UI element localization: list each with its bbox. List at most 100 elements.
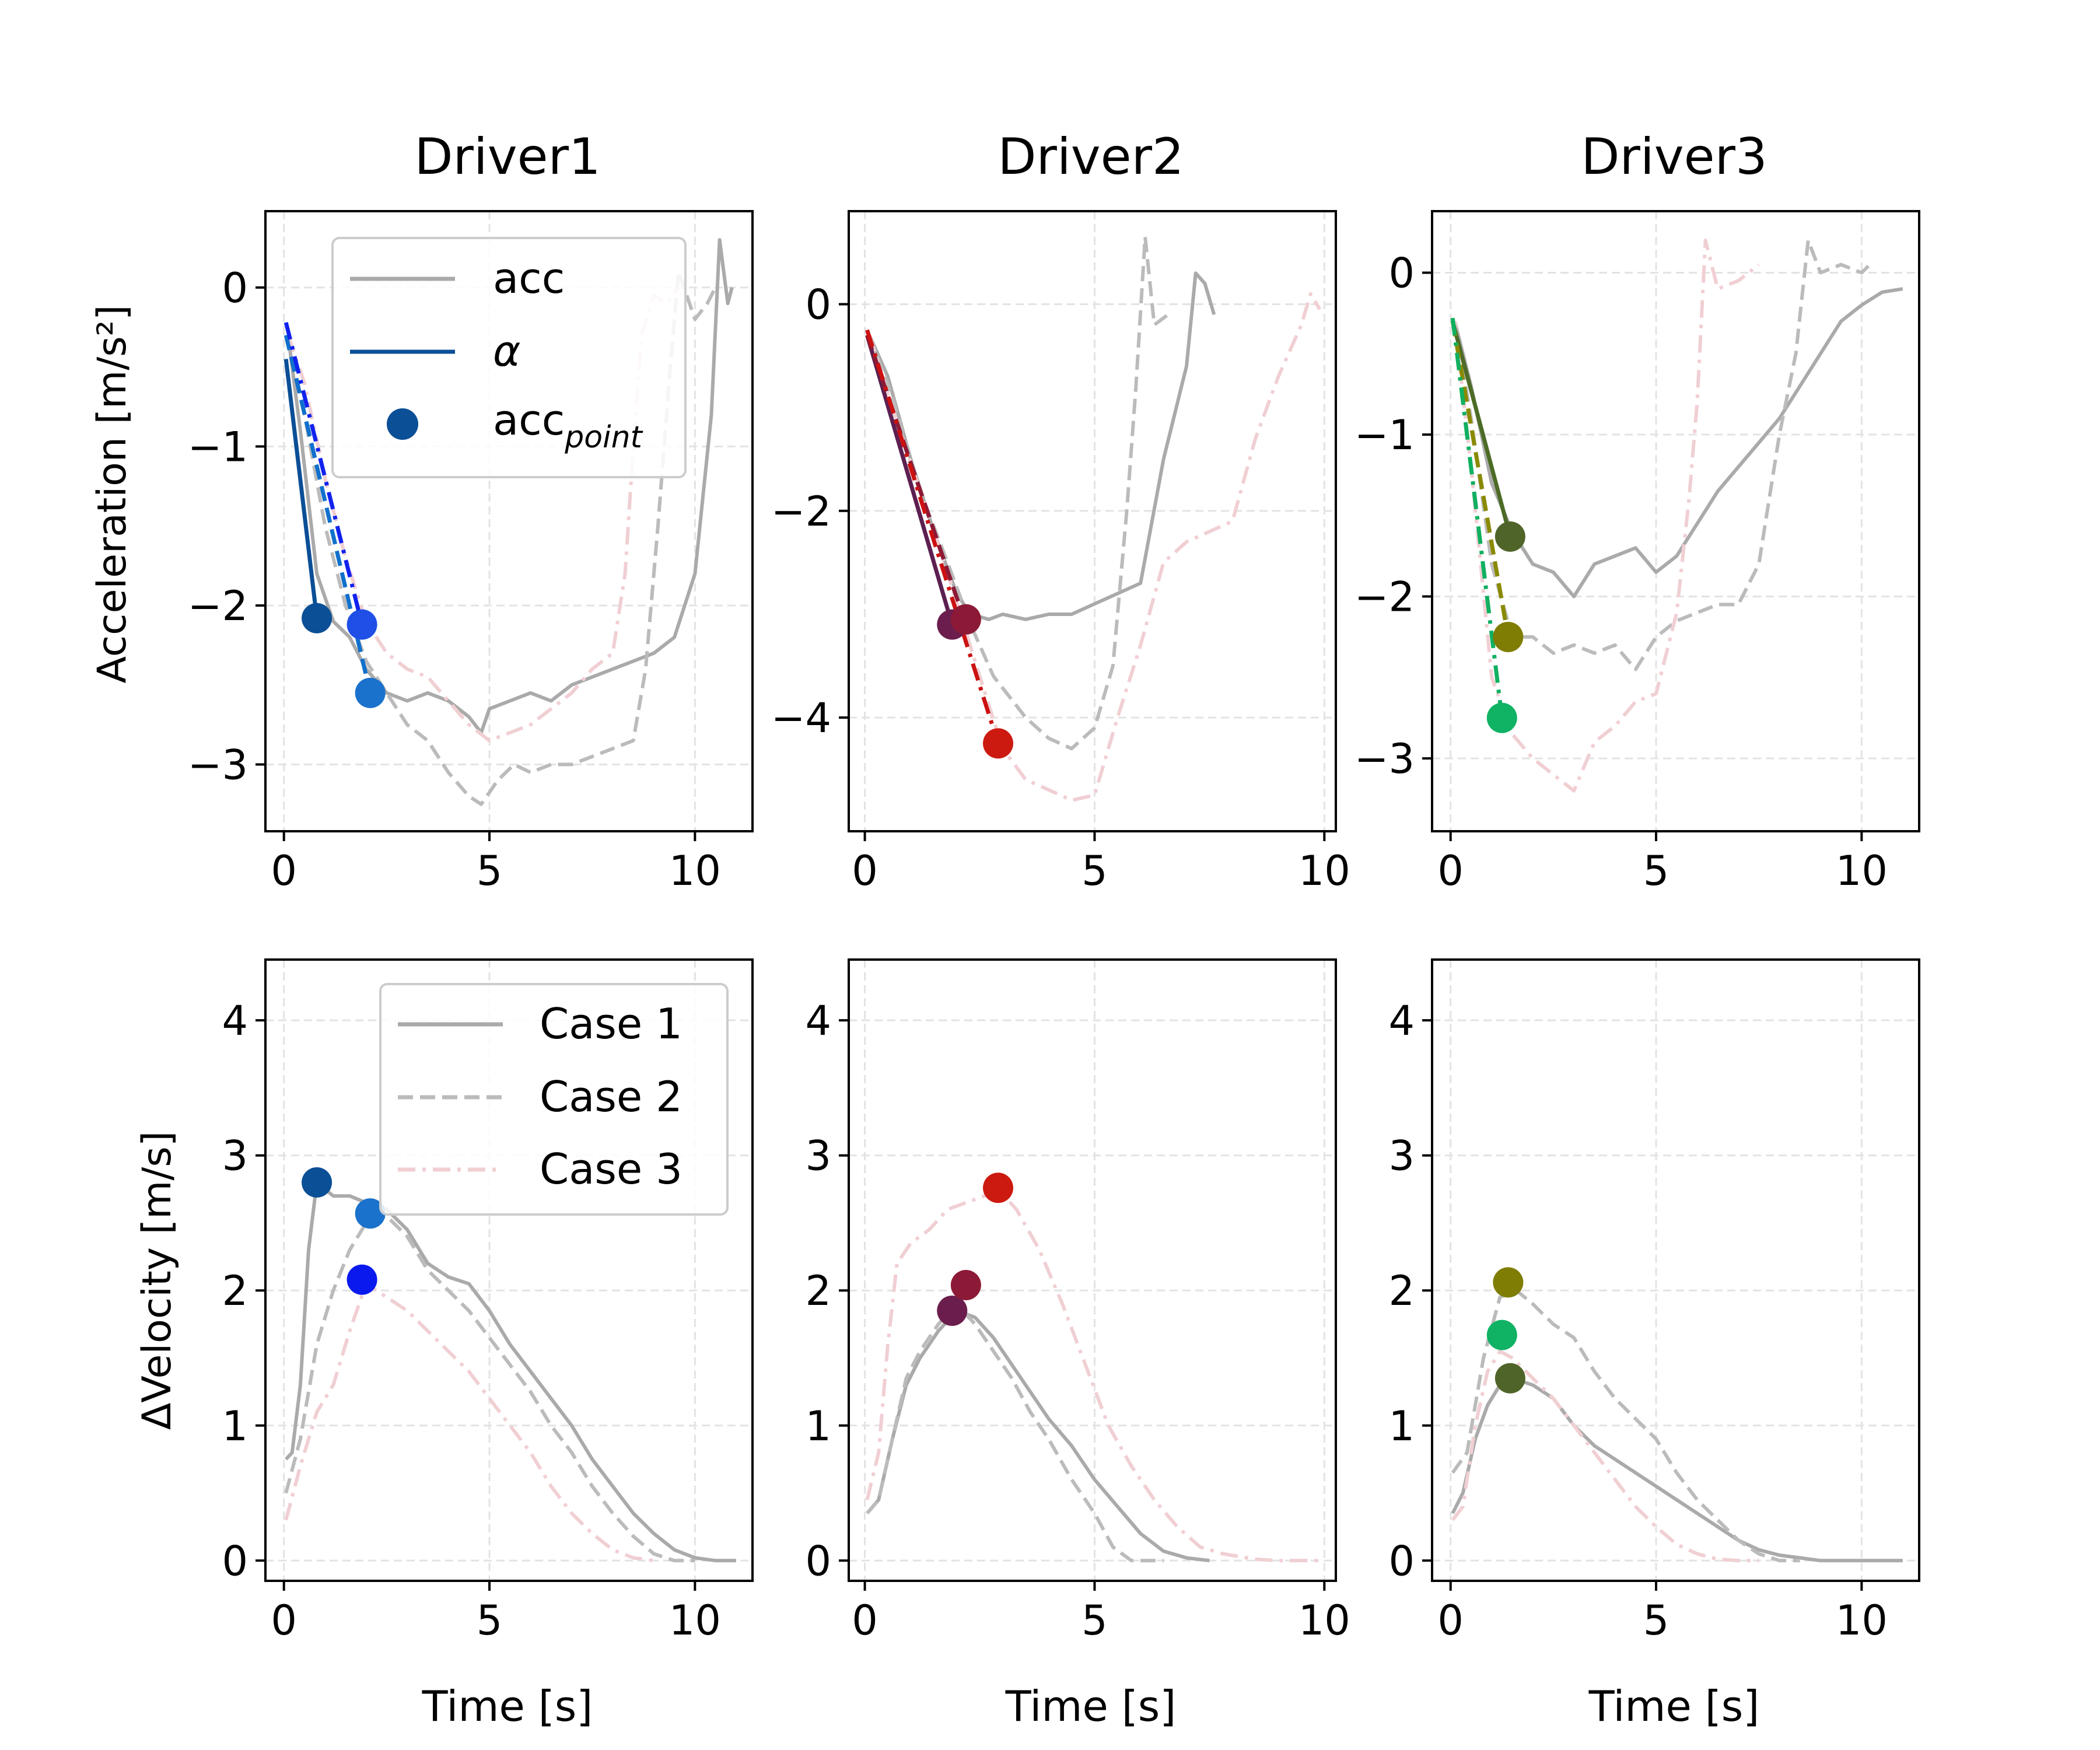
series-line bbox=[286, 286, 680, 743]
y-tick-label: 2 bbox=[222, 1267, 248, 1315]
y-tick-label: 2 bbox=[1388, 1267, 1415, 1315]
x-tick-label: 5 bbox=[1082, 847, 1108, 895]
series-line bbox=[1452, 239, 1760, 793]
panel-driver3-velocity: 0 5 10 0 1 2 3 4 bbox=[1388, 958, 1920, 1644]
y-tick-label: −3 bbox=[1354, 735, 1415, 783]
series-line bbox=[284, 334, 373, 694]
series-line bbox=[1451, 1349, 1759, 1563]
y-tick-label: −2 bbox=[1354, 573, 1415, 621]
x-tick-label: 10 bbox=[1836, 847, 1888, 895]
series-line bbox=[284, 359, 319, 619]
legend-label-case3: Case 3 bbox=[540, 1144, 682, 1194]
series-line bbox=[1451, 1376, 1903, 1563]
xlabel-driver3: Time [s] bbox=[1588, 1682, 1760, 1731]
acc-point-marker bbox=[1493, 621, 1524, 652]
series-line bbox=[865, 329, 1000, 744]
axes-frame bbox=[1431, 210, 1920, 832]
y-tick-label: 0 bbox=[1388, 249, 1415, 297]
series-line bbox=[1452, 239, 1871, 671]
y-tick-label: 1 bbox=[805, 1402, 831, 1450]
series-line bbox=[1450, 321, 1510, 638]
xlabel-driver2: Time [s] bbox=[1005, 1682, 1177, 1731]
acc-point-marker bbox=[1486, 702, 1517, 733]
legend-velocity: Case 1 Case 2 Case 3 bbox=[379, 983, 729, 1216]
axes-frame bbox=[848, 210, 1337, 832]
y-tick-label: 3 bbox=[222, 1132, 248, 1180]
x-tick-label: 5 bbox=[1643, 847, 1670, 895]
series-line bbox=[865, 1187, 1325, 1563]
y-tick-label: 1 bbox=[1388, 1402, 1415, 1450]
y-tick-label: 4 bbox=[805, 997, 831, 1045]
y-tick-label: 2 bbox=[805, 1267, 831, 1315]
y-tick-label: −1 bbox=[1354, 411, 1415, 459]
panel-driver2-acceleration: 0 5 10 0 −2 −4 bbox=[771, 210, 1350, 895]
series-group bbox=[1450, 239, 1903, 793]
panel-driver1-acceleration: 0 5 10 0 −1 −2 −3 bbox=[188, 210, 754, 895]
axes-frame bbox=[848, 958, 1337, 1582]
acc-point-marker bbox=[983, 1172, 1014, 1203]
ylabel-acceleration: Acceleration [m/s²] bbox=[89, 304, 135, 683]
series-line bbox=[865, 334, 954, 625]
series-line bbox=[286, 238, 734, 734]
acc-point-marker bbox=[1486, 1320, 1517, 1350]
y-tick-label: 4 bbox=[222, 997, 248, 1045]
y-tick-label: −2 bbox=[188, 582, 248, 630]
y-tick-label: 0 bbox=[1388, 1537, 1415, 1585]
x-tick-label: 10 bbox=[669, 1597, 721, 1644]
series-line bbox=[1452, 287, 1903, 598]
acc-point-marker bbox=[937, 1295, 968, 1326]
y-tick-label: 4 bbox=[1388, 997, 1415, 1045]
x-tick-label: 0 bbox=[1437, 847, 1464, 895]
acc-point-marker bbox=[950, 1269, 981, 1300]
x-tick-label: 5 bbox=[1082, 1597, 1108, 1644]
legend-label-case1: Case 1 bbox=[540, 999, 682, 1048]
y-tick-label: 3 bbox=[1388, 1132, 1415, 1180]
x-tick-label: 0 bbox=[271, 847, 297, 895]
y-tick-label: −3 bbox=[188, 741, 248, 789]
axes-frame bbox=[264, 958, 754, 1582]
y-tick-label: 1 bbox=[222, 1402, 248, 1450]
series-line bbox=[1450, 320, 1513, 537]
x-tick-label: 10 bbox=[669, 847, 721, 895]
title-driver2: Driver2 bbox=[998, 128, 1184, 186]
x-tick-label: 10 bbox=[1298, 847, 1350, 895]
axes-frame bbox=[264, 210, 754, 832]
title-driver1: Driver1 bbox=[414, 128, 600, 186]
legend-box bbox=[379, 983, 729, 1216]
x-tick-label: 0 bbox=[271, 1597, 297, 1644]
legend-label-acc-point: accpoint bbox=[493, 396, 643, 455]
legend-label-acc: acc bbox=[493, 254, 565, 303]
acc-point-marker bbox=[355, 1198, 386, 1229]
x-tick-label: 10 bbox=[1836, 1597, 1888, 1644]
x-tick-label: 5 bbox=[477, 1597, 503, 1644]
series-line bbox=[284, 321, 364, 625]
legend-acceleration: acc α accpoint bbox=[331, 237, 687, 478]
series-line bbox=[284, 1214, 695, 1563]
panel-driver1-velocity: 0 5 10 0 1 2 3 4 bbox=[222, 958, 754, 1644]
y-tick-label: −4 bbox=[771, 694, 831, 742]
acc-point-marker bbox=[950, 604, 981, 635]
series-group bbox=[1451, 1289, 1903, 1563]
acc-point-marker bbox=[1494, 1363, 1525, 1394]
y-tick-label: 0 bbox=[222, 264, 248, 312]
x-tick-label: 10 bbox=[1298, 1597, 1350, 1644]
panel-driver3-acceleration: 0 5 10 0 −1 −2 −3 bbox=[1354, 210, 1920, 895]
x-tick-label: 5 bbox=[477, 847, 503, 895]
legend-swatch-acc-point bbox=[387, 408, 418, 440]
x-tick-label: 0 bbox=[852, 1597, 878, 1644]
acc-point-marker bbox=[1493, 1267, 1524, 1298]
series-group bbox=[865, 1187, 1325, 1563]
acc-point-marker bbox=[346, 609, 377, 640]
series-line bbox=[1450, 317, 1504, 719]
series-line bbox=[1451, 1289, 1800, 1563]
y-tick-label: 0 bbox=[805, 281, 831, 328]
series-line bbox=[284, 1282, 654, 1563]
legend-box bbox=[331, 237, 687, 478]
acc-point-marker bbox=[346, 1264, 377, 1295]
series-line bbox=[865, 334, 968, 625]
y-tick-label: −1 bbox=[188, 423, 248, 471]
x-tick-label: 0 bbox=[1437, 1597, 1464, 1644]
y-tick-label: 0 bbox=[222, 1537, 248, 1585]
acc-point-marker bbox=[983, 728, 1014, 759]
